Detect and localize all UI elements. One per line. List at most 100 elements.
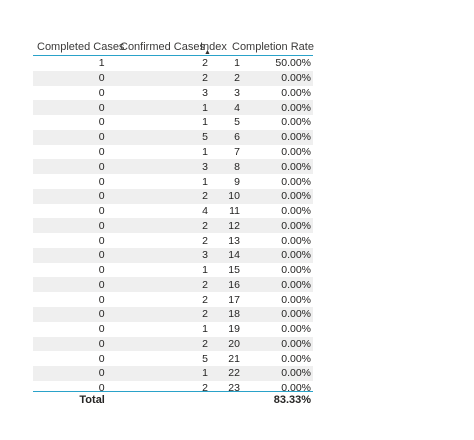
total-completion-rate: 83.33% bbox=[273, 393, 312, 406]
cell-index: 2 bbox=[234, 72, 240, 85]
table-visual: Completed Cases Confirmed Cases Index Co… bbox=[33, 38, 314, 407]
table-row: 0 2 10 0.00% bbox=[33, 188, 313, 204]
cell-confirmed-cases: 2 bbox=[202, 57, 208, 70]
cell-completion-rate: 50.00% bbox=[275, 57, 312, 70]
cell-index: 13 bbox=[228, 234, 240, 247]
cell-completed-cases: 0 bbox=[98, 190, 105, 203]
table-row: 0 5 6 0.00% bbox=[33, 129, 313, 145]
header-index[interactable]: Index bbox=[200, 40, 227, 53]
cell-index: 23 bbox=[228, 382, 240, 391]
cell-completion-rate: 0.00% bbox=[281, 101, 312, 114]
cell-completed-cases: 1 bbox=[98, 57, 105, 70]
cell-confirmed-cases: 5 bbox=[202, 352, 208, 365]
cell-completion-rate: 0.00% bbox=[281, 337, 312, 350]
table-row: 0 3 8 0.00% bbox=[33, 159, 313, 175]
table-row: 0 1 4 0.00% bbox=[33, 100, 313, 116]
table-header: Completed Cases Confirmed Cases Index Co… bbox=[33, 38, 314, 56]
cell-completed-cases: 0 bbox=[98, 264, 105, 277]
cell-completion-rate: 0.00% bbox=[281, 264, 312, 277]
cell-completion-rate: 0.00% bbox=[281, 382, 312, 391]
cell-confirmed-cases: 2 bbox=[202, 219, 208, 232]
cell-confirmed-cases: 1 bbox=[202, 175, 208, 188]
cell-completion-rate: 0.00% bbox=[281, 219, 312, 232]
cell-index: 21 bbox=[228, 352, 240, 365]
cell-confirmed-cases: 1 bbox=[202, 116, 208, 129]
cell-index: 8 bbox=[234, 160, 240, 173]
table-body[interactable]: 1 2 1 50.00% 0 2 2 0.00% 0 3 3 0.00% 0 1 4 0.00% 0 1 5 0.00… bbox=[33, 56, 313, 391]
cell-index: 10 bbox=[228, 190, 240, 203]
cell-completion-rate: 0.00% bbox=[281, 352, 312, 365]
cell-confirmed-cases: 2 bbox=[202, 293, 208, 306]
cell-completed-cases: 0 bbox=[98, 101, 105, 114]
cell-confirmed-cases: 2 bbox=[202, 308, 208, 321]
cell-confirmed-cases: 2 bbox=[202, 72, 208, 85]
cell-completed-cases: 0 bbox=[98, 249, 105, 262]
cell-index: 12 bbox=[228, 219, 240, 232]
table-row: 0 4 11 0.00% bbox=[33, 204, 313, 219]
cell-confirmed-cases: 2 bbox=[202, 382, 208, 391]
cell-index: 4 bbox=[234, 101, 240, 114]
cell-confirmed-cases: 2 bbox=[202, 190, 208, 203]
cell-confirmed-cases: 3 bbox=[202, 86, 208, 99]
cell-completion-rate: 0.00% bbox=[281, 367, 312, 380]
table-row: 0 2 18 0.00% bbox=[33, 307, 313, 322]
table-row: 0 1 15 0.00% bbox=[33, 263, 313, 278]
cell-completion-rate: 0.00% bbox=[281, 131, 312, 144]
table-row: 0 5 21 0.00% bbox=[33, 351, 313, 366]
cell-completed-cases: 0 bbox=[98, 323, 105, 336]
cell-completed-cases: 0 bbox=[98, 382, 105, 391]
cell-confirmed-cases: 1 bbox=[202, 101, 208, 114]
cell-index: 6 bbox=[234, 131, 240, 144]
cell-index: 11 bbox=[229, 205, 240, 218]
cell-confirmed-cases: 2 bbox=[202, 234, 208, 247]
table-row: 0 2 23 0.00% bbox=[33, 381, 313, 391]
cell-completed-cases: 0 bbox=[98, 352, 105, 365]
cell-index: 14 bbox=[228, 249, 240, 262]
cell-completion-rate: 0.00% bbox=[281, 175, 312, 188]
cell-completion-rate: 0.00% bbox=[281, 308, 312, 321]
cell-completed-cases: 0 bbox=[98, 116, 105, 129]
cell-completion-rate: 0.00% bbox=[281, 293, 312, 306]
cell-completed-cases: 0 bbox=[98, 234, 105, 247]
table-row: 1 2 1 50.00% bbox=[33, 56, 313, 71]
cell-completion-rate: 0.00% bbox=[281, 116, 312, 129]
header-completion-rate[interactable]: Completion Rate bbox=[232, 40, 314, 53]
table-row: 0 1 5 0.00% bbox=[33, 115, 313, 130]
cell-completion-rate: 0.00% bbox=[281, 160, 312, 173]
cell-confirmed-cases: 2 bbox=[202, 278, 208, 291]
cell-confirmed-cases: 2 bbox=[202, 337, 208, 350]
cell-completed-cases: 0 bbox=[98, 337, 105, 350]
cell-index: 16 bbox=[228, 278, 240, 291]
header-completed-cases[interactable]: Completed Cases bbox=[37, 40, 125, 53]
table-row: 0 2 2 0.00% bbox=[33, 70, 313, 86]
table-row: 0 1 19 0.00% bbox=[33, 322, 313, 337]
cell-completion-rate: 0.00% bbox=[281, 72, 312, 85]
cell-completed-cases: 0 bbox=[98, 160, 105, 173]
total-row: Total 83.33% bbox=[33, 391, 313, 407]
total-label: Total bbox=[79, 393, 105, 406]
cell-completed-cases: 0 bbox=[98, 278, 105, 291]
cell-completion-rate: 0.00% bbox=[281, 249, 312, 262]
table-row: 0 2 13 0.00% bbox=[33, 233, 313, 248]
table-row: 0 3 3 0.00% bbox=[33, 86, 313, 101]
sort-ascending-icon: ▲ bbox=[204, 49, 211, 56]
cell-completed-cases: 0 bbox=[98, 131, 105, 144]
table-row: 0 1 9 0.00% bbox=[33, 174, 313, 189]
cell-completed-cases: 0 bbox=[98, 308, 105, 321]
cell-index: 5 bbox=[234, 116, 240, 129]
cell-completed-cases: 0 bbox=[98, 293, 105, 306]
cell-index: 20 bbox=[228, 337, 240, 350]
table-row: 0 2 12 0.00% bbox=[33, 218, 313, 234]
cell-index: 17 bbox=[228, 293, 240, 306]
cell-index: 9 bbox=[234, 175, 240, 188]
header-confirmed-cases[interactable]: Confirmed Cases bbox=[120, 40, 205, 53]
cell-confirmed-cases: 1 bbox=[202, 264, 208, 277]
cell-index: 7 bbox=[234, 145, 240, 158]
cell-confirmed-cases: 1 bbox=[202, 323, 208, 336]
cell-completed-cases: 0 bbox=[98, 86, 105, 99]
cell-confirmed-cases: 3 bbox=[202, 160, 208, 173]
table-row: 0 2 20 0.00% bbox=[33, 336, 313, 352]
table-row: 0 2 17 0.00% bbox=[33, 292, 313, 307]
cell-confirmed-cases: 1 bbox=[202, 145, 208, 158]
cell-index: 18 bbox=[228, 308, 240, 321]
